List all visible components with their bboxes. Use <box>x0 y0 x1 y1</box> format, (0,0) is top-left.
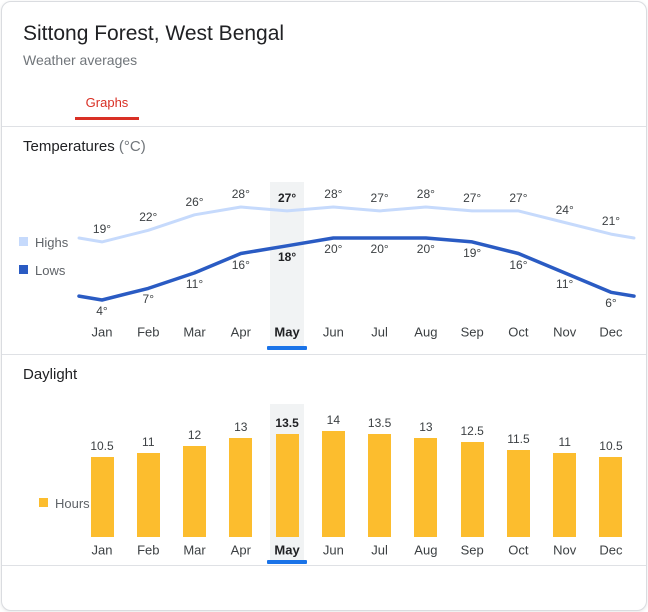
page-subtitle: Weather averages <box>23 52 138 68</box>
tab-graphs[interactable]: Graphs <box>75 90 139 120</box>
daylight-bar-jan[interactable] <box>90 457 114 537</box>
month-label-apr[interactable]: Apr <box>230 542 251 558</box>
highs-value-label: 27° <box>509 190 528 205</box>
month-label-dec[interactable]: Dec <box>599 324 623 340</box>
daylight-bar-aug[interactable] <box>414 438 438 537</box>
month-label-oct[interactable]: Oct <box>508 324 529 340</box>
lows-value-label: 20° <box>370 242 389 256</box>
highs-value-label: 21° <box>601 214 621 229</box>
hours-legend-label: Hours <box>55 496 90 511</box>
highs-legend-label: Highs <box>35 235 69 250</box>
daylight-bar-dec[interactable] <box>599 457 623 537</box>
hours-value-label: 11.5 <box>507 431 530 446</box>
lows-value-label: 11° <box>185 276 204 291</box>
hours-value-label: 14 <box>326 412 341 427</box>
hours-value-label: 11 <box>558 435 571 450</box>
month-label-dec[interactable]: Dec <box>599 542 623 558</box>
temperature-lines-svg <box>77 205 636 302</box>
lows-value-label: 4° <box>96 304 108 318</box>
highs-value-label: 28° <box>231 187 250 201</box>
divider-sections <box>2 354 646 355</box>
selected-month-underline <box>267 560 308 564</box>
daylight-section: Daylight Hours 10.5 11 12 13 13.5 14 13.5 13 12.… <box>2 355 646 565</box>
month-label-sep[interactable]: Sep <box>460 542 484 558</box>
highs-value-label: 22° <box>139 210 158 225</box>
hours-value-label: 10.5 <box>90 439 114 454</box>
month-label-feb[interactable]: Feb <box>137 324 160 340</box>
hours-value-label: 13.5 <box>275 416 299 431</box>
month-label-aug[interactable]: Aug <box>414 324 438 340</box>
divider-header <box>2 126 646 127</box>
daylight-bar-jul[interactable] <box>368 434 392 537</box>
daylight-title: Daylight <box>23 366 78 383</box>
month-label-apr[interactable]: Apr <box>230 324 251 340</box>
divider-footer <box>2 565 646 566</box>
month-label-mar[interactable]: Mar <box>183 324 206 340</box>
selected-month-underline <box>267 346 308 350</box>
highs-value-label: 26° <box>185 194 204 209</box>
lows-legend-label: Lows <box>35 263 66 278</box>
daylight-bar-mar[interactable] <box>183 445 207 537</box>
lows-value-label: 11° <box>556 276 574 291</box>
month-label-may[interactable]: May <box>274 324 300 340</box>
lows-value-label: 20° <box>416 242 435 256</box>
daylight-bar-apr[interactable] <box>229 438 253 537</box>
hours-value-label: 13 <box>419 420 433 435</box>
month-label-jan[interactable]: Jan <box>91 324 113 340</box>
month-label-oct[interactable]: Oct <box>508 542 529 558</box>
daylight-bar-nov[interactable] <box>553 453 577 537</box>
daylight-bar-may[interactable] <box>275 434 299 537</box>
hours-value-label: 10.5 <box>599 439 623 454</box>
temperatures-unit: (°C) <box>118 138 146 155</box>
highs-legend-swatch <box>19 237 28 246</box>
month-label-may[interactable]: May <box>274 542 300 558</box>
month-label-jun[interactable]: Jun <box>322 324 344 340</box>
daylight-bar-feb[interactable] <box>136 453 160 537</box>
lows-legend-swatch <box>19 265 28 274</box>
month-label-feb[interactable]: Feb <box>137 542 160 558</box>
lows-value-label: 18° <box>278 249 297 264</box>
highs-value-label: 27° <box>370 190 389 205</box>
daylight-bar-sep[interactable] <box>460 442 484 537</box>
month-label-sep[interactable]: Sep <box>460 324 484 340</box>
highs-line <box>77 205 636 244</box>
highs-value-label: 24° <box>555 202 574 217</box>
highs-value-label: 19° <box>92 221 112 236</box>
temperatures-title-text: Temperatures <box>23 138 115 155</box>
daylight-bar-oct[interactable] <box>506 449 530 537</box>
hours-value-label: 13 <box>234 420 248 435</box>
lows-value-label: 7° <box>142 292 155 307</box>
temperatures-section: Temperatures (°C) Highs Lows 19° 22° 26° 28… <box>2 127 646 354</box>
page-title: Sittong Forest, West Bengal <box>23 22 285 45</box>
hours-value-label: 13.5 <box>367 416 392 431</box>
month-label-jun[interactable]: Jun <box>322 542 344 558</box>
highs-value-label: 27° <box>278 190 297 205</box>
month-label-jan[interactable]: Jan <box>91 542 113 558</box>
highs-value-label: 28° <box>324 187 343 201</box>
hours-value-label: 12 <box>187 427 202 442</box>
highs-value-label: 28° <box>416 187 435 201</box>
lows-line <box>77 236 636 302</box>
highs-value-label: 27° <box>463 190 482 205</box>
month-label-jul[interactable]: Jul <box>371 324 388 340</box>
lows-value-label: 6° <box>605 296 617 311</box>
lows-value-label: 20° <box>324 242 343 256</box>
lows-value-label: 16° <box>231 257 250 272</box>
temperatures-title: Temperatures (°C) <box>23 138 146 155</box>
hours-value-label: 12.5 <box>460 424 484 438</box>
lows-value-label: 19° <box>463 245 482 260</box>
month-label-nov[interactable]: Nov <box>553 324 577 340</box>
lows-value-label: 16° <box>509 257 528 272</box>
hours-legend-swatch <box>39 498 48 507</box>
month-label-jul[interactable]: Jul <box>371 542 388 558</box>
hours-value-label: 11 <box>142 435 155 450</box>
month-label-nov[interactable]: Nov <box>553 542 577 558</box>
month-label-mar[interactable]: Mar <box>183 542 206 558</box>
month-label-aug[interactable]: Aug <box>414 542 438 558</box>
daylight-bar-jun[interactable] <box>321 430 345 537</box>
